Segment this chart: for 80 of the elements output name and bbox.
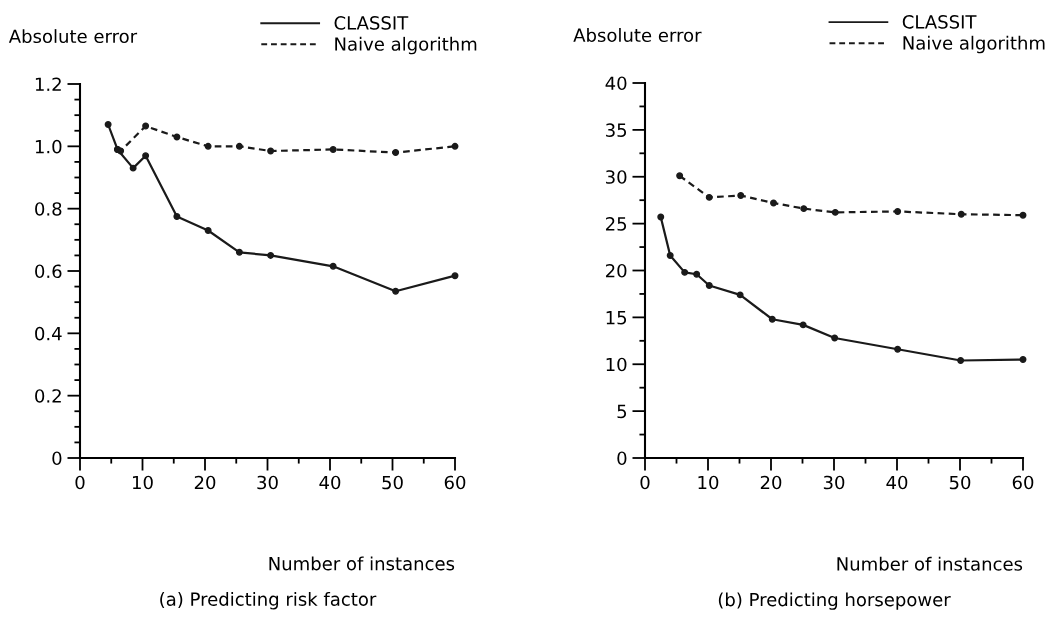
point: [173, 212, 181, 220]
x-tick-label: 40: [886, 475, 908, 490]
point: [705, 193, 713, 201]
point: [737, 192, 745, 199]
x-tick-label: 0: [640, 475, 650, 490]
point: [392, 287, 400, 295]
x-tick-label: 20: [760, 475, 782, 490]
x-axis-title: Number of instances: [837, 556, 1023, 571]
x-tick-label: 30: [257, 475, 278, 490]
point: [831, 208, 839, 216]
y-axis-title: Absolute error: [8, 29, 138, 44]
legend-label: Naive algorithm: [335, 36, 477, 55]
point: [957, 357, 965, 364]
legend-label: CLASSIT: [902, 15, 977, 29]
legend-label: CLASSIT: [334, 16, 409, 30]
x-tick-label: 10: [133, 475, 153, 490]
y-tick-label: 1.2: [35, 77, 61, 91]
point: [142, 122, 150, 130]
y-tick-label: 0: [617, 451, 627, 466]
y-tick-label: 15: [606, 311, 627, 325]
y-tick-label: 20: [605, 263, 627, 278]
point: [657, 213, 665, 221]
point: [451, 142, 459, 150]
point: [799, 321, 807, 329]
y-axis-title: Absolute error: [573, 28, 702, 42]
point: [267, 251, 275, 259]
x-axis-title: Number of instances: [269, 556, 455, 571]
point: [1019, 356, 1027, 364]
x-tick-label: 10: [698, 475, 719, 490]
point: [1019, 211, 1027, 219]
y-tick-label: 30: [606, 170, 627, 184]
point: [392, 149, 400, 157]
point: [451, 272, 459, 280]
point: [693, 270, 701, 278]
x-tick-label: 60: [1012, 475, 1034, 490]
y-tick-label: 25: [605, 217, 627, 231]
x-tick-label: 50: [949, 475, 971, 490]
y-tick-label: 0.6: [35, 264, 62, 279]
point: [736, 291, 744, 299]
y-tick-label: 40: [605, 76, 627, 91]
text: (b) Predicting horsepower: [718, 592, 951, 610]
point: [104, 121, 112, 128]
x-tick-label: 30: [823, 475, 845, 490]
point: [267, 147, 275, 155]
legend-label: Naive algorithm: [903, 35, 1045, 54]
y-tick-label: 0.4: [35, 326, 62, 341]
x-tick-label: 20: [194, 475, 216, 490]
y-tick-label: 0.2: [35, 389, 61, 403]
y-tick-label: 0: [52, 451, 62, 466]
point: [204, 142, 212, 150]
point: [235, 142, 243, 150]
point: [768, 315, 776, 323]
point: [329, 262, 337, 270]
point: [894, 345, 902, 353]
point: [705, 282, 713, 289]
point: [235, 248, 243, 256]
point: [204, 227, 212, 234]
x-tick-label: 50: [382, 475, 403, 490]
y-tick-label: 0.8: [35, 202, 62, 216]
x-tick-label: 40: [319, 475, 341, 490]
text: (a) Predicting risk factor: [160, 592, 377, 610]
y-tick-label: 10: [606, 357, 627, 372]
point: [831, 334, 839, 342]
point: [117, 147, 125, 155]
point: [894, 207, 902, 215]
point: [800, 205, 808, 213]
x-tick-label: 0: [75, 475, 85, 490]
x-tick-label: 60: [444, 475, 466, 490]
y-tick-label: 35: [606, 123, 627, 137]
y-tick-label: 5: [617, 404, 627, 419]
point: [666, 252, 674, 259]
y-tick-label: 1.0: [35, 139, 62, 154]
point: [329, 145, 337, 153]
point: [676, 172, 684, 180]
point: [129, 164, 137, 172]
point: [957, 210, 965, 218]
point: [770, 199, 777, 207]
point: [173, 133, 181, 141]
point: [681, 268, 689, 276]
point: [142, 152, 150, 160]
